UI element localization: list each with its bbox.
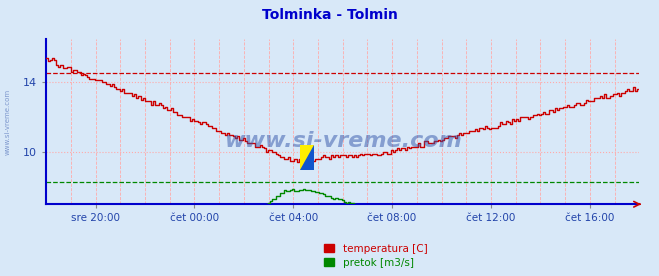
Text: www.si-vreme.com: www.si-vreme.com: [5, 88, 11, 155]
Legend: temperatura [C], pretok [m3/s]: temperatura [C], pretok [m3/s]: [321, 240, 430, 271]
Polygon shape: [300, 145, 314, 170]
Text: Tolminka - Tolmin: Tolminka - Tolmin: [262, 8, 397, 22]
Polygon shape: [300, 145, 314, 170]
Text: www.si-vreme.com: www.si-vreme.com: [224, 131, 461, 151]
